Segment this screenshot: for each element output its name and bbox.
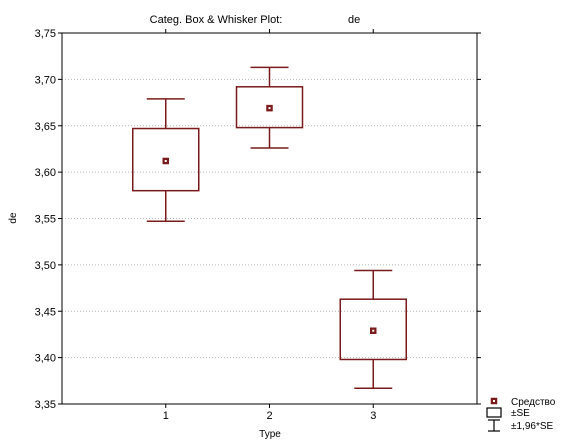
x-axis-label: Type — [259, 429, 281, 440]
se-box — [339, 298, 407, 361]
y-tick-label: 3,35 — [35, 399, 56, 411]
y-tick-label: 3,55 — [35, 214, 56, 226]
legend-label: ±SE — [511, 408, 530, 419]
y-tick-label: 3,75 — [35, 28, 56, 40]
y-tick-label: 3,50 — [35, 260, 56, 272]
legend: Средство±SE ±1,96*SE — [486, 397, 556, 432]
y-axis-label: de — [8, 212, 19, 224]
y-tick-label: 3,70 — [35, 74, 56, 86]
gridlines — [62, 78, 477, 359]
y-tick-label: 3,65 — [35, 121, 56, 133]
legend-label: ±1,96*SE — [511, 421, 554, 432]
x-tick-label: 2 — [266, 410, 272, 422]
x-tick-label: 1 — [163, 410, 169, 422]
box-group-1 — [132, 98, 200, 223]
chart-title-variable: de — [348, 14, 360, 26]
x-axis-ticks: 1 2 3 — [163, 29, 376, 422]
chart-title: Categ. Box & Whisker Plot: de — [150, 14, 361, 26]
legend-mean-icon-dot — [493, 400, 495, 402]
se-box — [235, 86, 304, 129]
legend-box-icon — [486, 407, 502, 418]
se-box — [132, 127, 200, 192]
x-tick-label: 3 — [370, 410, 376, 422]
y-tick-label: 3,60 — [35, 167, 56, 179]
chart-title-prefix: Categ. Box & Whisker Plot: — [150, 14, 283, 26]
box-group-2 — [235, 66, 304, 149]
mean-marker-dot — [164, 159, 167, 162]
mean-marker-dot — [268, 107, 271, 110]
y-tick-label: 3,40 — [35, 353, 56, 365]
mean-marker-dot — [372, 329, 375, 332]
y-tick-label: 3,45 — [35, 306, 56, 318]
legend-label: Средство — [511, 397, 556, 408]
y-axis-ticks: 3,35 3,40 3,45 3,50 3,55 3,60 3,65 3,70 3,75 — [35, 28, 481, 411]
box-plot-series — [132, 66, 407, 389]
box-group-3 — [339, 269, 407, 389]
